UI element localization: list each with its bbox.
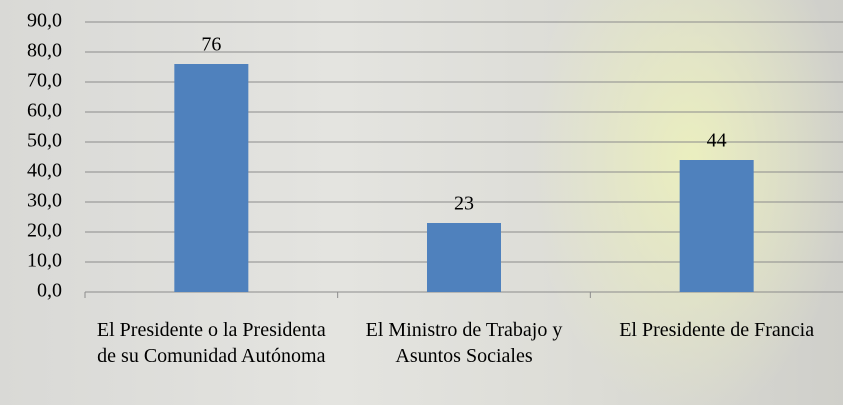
bar (679, 160, 754, 292)
y-tick-label: 30,0 (27, 190, 62, 212)
y-tick-label: 20,0 (27, 220, 62, 242)
y-tick-label: 60,0 (27, 100, 62, 122)
data-label: 44 (707, 130, 727, 152)
y-tick-label: 70,0 (27, 70, 62, 92)
y-tick-label: 50,0 (27, 130, 62, 152)
y-tick-label: 80,0 (27, 40, 62, 62)
y-tick-label: 0,0 (37, 280, 62, 302)
data-label: 76 (201, 34, 221, 56)
bar (174, 64, 249, 292)
data-label: 23 (454, 193, 474, 215)
y-tick-label: 90,0 (27, 10, 62, 32)
y-tick-label: 40,0 (27, 160, 62, 182)
x-tick-label: El Presidente de Francia (619, 319, 815, 341)
bar (427, 223, 501, 292)
x-tick-label: El Presidente o la Presidenta de su Comu… (96, 319, 326, 367)
y-tick-label: 10,0 (27, 250, 62, 272)
x-tick-label: El Ministro de Trabajo y Asuntos Sociale… (365, 319, 563, 367)
